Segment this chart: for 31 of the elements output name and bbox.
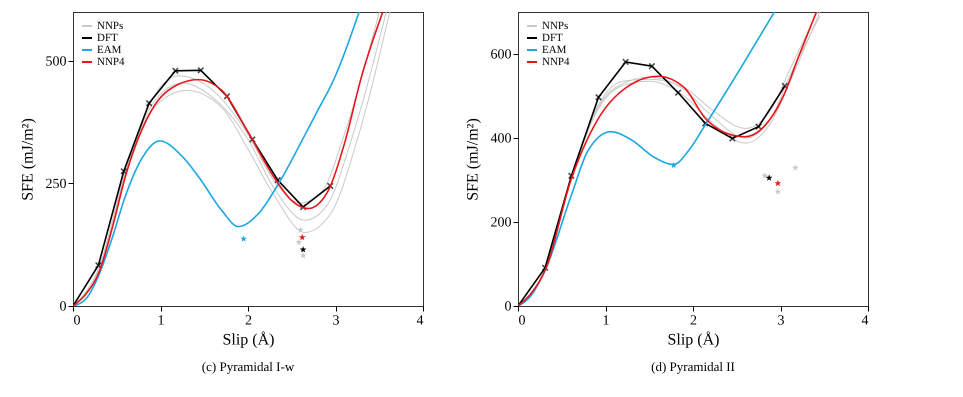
legend-label: EAM bbox=[542, 44, 567, 56]
legend-label: NNPs bbox=[542, 20, 568, 32]
y-axis-title: SFE (mJ/m²) bbox=[20, 118, 36, 201]
legend-label: EAM bbox=[97, 44, 122, 56]
y-tick-label: 500 bbox=[46, 54, 66, 70]
x-tick-label: 0 bbox=[518, 314, 526, 328]
x-tick-label: 3 bbox=[778, 314, 784, 328]
x-tick-label: 0 bbox=[74, 314, 80, 328]
legend-label: DFT bbox=[97, 32, 118, 44]
y-tick-label: 250 bbox=[46, 177, 66, 192]
text: (c) Pyramidal I-w bbox=[202, 359, 295, 374]
legend-label: DFT bbox=[542, 32, 564, 44]
y-tick-label: 600 bbox=[490, 48, 512, 62]
x-tick-label: 4 bbox=[416, 314, 424, 328]
x-axis-title: Slip (Å) bbox=[668, 330, 720, 348]
legend-label: NNP4 bbox=[97, 56, 126, 68]
x-tick-label: 1 bbox=[602, 314, 610, 328]
y-tick-label: 0 bbox=[60, 300, 66, 314]
legend-label: NNPs bbox=[97, 20, 124, 32]
x-axis-title: Slip (Å) bbox=[222, 330, 274, 348]
legend-label: NNP4 bbox=[542, 56, 570, 68]
x-tick-label: 2 bbox=[690, 314, 697, 328]
y-axis-title: SFE (mJ/m²) bbox=[464, 118, 482, 201]
x-tick-label: 1 bbox=[158, 314, 164, 328]
x-tick-label: 4 bbox=[862, 314, 868, 328]
y-tick-label: 400 bbox=[490, 132, 512, 146]
y-tick-label: 200 bbox=[490, 216, 512, 230]
text: (d) Pyramidal II bbox=[651, 359, 735, 374]
y-tick-label: 0 bbox=[504, 300, 512, 314]
x-tick-label: 3 bbox=[332, 314, 340, 328]
x-tick-label: 2 bbox=[245, 314, 252, 328]
